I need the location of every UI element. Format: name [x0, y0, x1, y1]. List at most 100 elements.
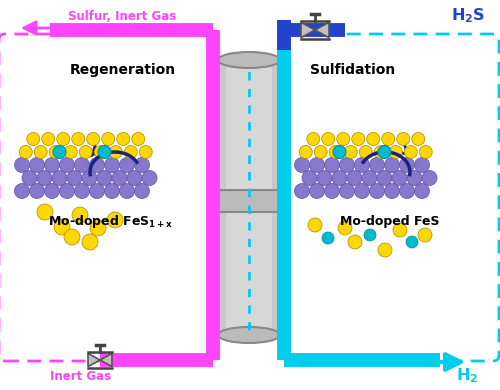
Text: Sulfur, Inert Gas: Sulfur, Inert Gas: [68, 11, 176, 23]
Circle shape: [64, 229, 80, 245]
Circle shape: [52, 170, 67, 186]
Circle shape: [14, 184, 30, 199]
Circle shape: [422, 170, 437, 186]
Circle shape: [37, 170, 52, 186]
Circle shape: [397, 133, 410, 145]
Circle shape: [94, 145, 107, 158]
Circle shape: [134, 184, 150, 199]
Circle shape: [74, 158, 90, 172]
Circle shape: [310, 158, 324, 172]
Circle shape: [60, 158, 74, 172]
Circle shape: [54, 219, 70, 235]
Text: $\mathbf{H_2}$: $\mathbf{H_2}$: [456, 367, 478, 385]
Circle shape: [104, 184, 120, 199]
Circle shape: [338, 221, 352, 235]
Circle shape: [97, 170, 112, 186]
Circle shape: [74, 184, 90, 199]
Circle shape: [384, 158, 400, 172]
Circle shape: [329, 145, 342, 158]
Circle shape: [324, 158, 340, 172]
Circle shape: [317, 170, 332, 186]
Circle shape: [406, 236, 418, 248]
Circle shape: [367, 133, 380, 145]
Circle shape: [90, 184, 104, 199]
Circle shape: [393, 223, 407, 237]
Circle shape: [324, 184, 340, 199]
Circle shape: [57, 133, 70, 145]
Circle shape: [67, 170, 82, 186]
Circle shape: [359, 145, 372, 158]
Circle shape: [44, 184, 60, 199]
Circle shape: [337, 133, 350, 145]
Circle shape: [82, 170, 97, 186]
Circle shape: [414, 158, 430, 172]
Circle shape: [307, 133, 320, 145]
Circle shape: [107, 212, 123, 228]
Circle shape: [294, 158, 310, 172]
Circle shape: [98, 145, 111, 158]
Circle shape: [322, 232, 334, 244]
Circle shape: [72, 133, 85, 145]
Circle shape: [294, 184, 310, 199]
Circle shape: [333, 145, 346, 158]
Circle shape: [104, 158, 120, 172]
Text: Sulfidation: Sulfidation: [310, 63, 395, 77]
Ellipse shape: [218, 52, 280, 68]
Circle shape: [400, 184, 414, 199]
Circle shape: [362, 170, 377, 186]
Polygon shape: [315, 22, 329, 38]
Circle shape: [109, 145, 122, 158]
Circle shape: [354, 158, 370, 172]
Text: Mo-doped FeS$_{\mathbf{1+x}}$: Mo-doped FeS$_{\mathbf{1+x}}$: [48, 213, 172, 230]
Circle shape: [364, 229, 376, 241]
Circle shape: [384, 184, 400, 199]
Circle shape: [117, 133, 130, 145]
Circle shape: [60, 184, 74, 199]
Circle shape: [132, 133, 145, 145]
Circle shape: [310, 184, 324, 199]
Circle shape: [34, 145, 47, 158]
Circle shape: [400, 158, 414, 172]
Text: Mo-doped FeS: Mo-doped FeS: [340, 216, 440, 229]
Circle shape: [37, 204, 53, 220]
Polygon shape: [100, 353, 112, 367]
Circle shape: [90, 220, 106, 236]
Circle shape: [389, 145, 402, 158]
Circle shape: [344, 145, 357, 158]
FancyBboxPatch shape: [211, 190, 287, 212]
Circle shape: [127, 170, 142, 186]
Circle shape: [374, 145, 387, 158]
Text: Inert Gas: Inert Gas: [50, 369, 111, 383]
Circle shape: [14, 158, 30, 172]
Circle shape: [347, 170, 362, 186]
Circle shape: [354, 184, 370, 199]
Circle shape: [79, 145, 92, 158]
Polygon shape: [88, 353, 100, 367]
Circle shape: [378, 145, 391, 158]
Circle shape: [112, 170, 127, 186]
Circle shape: [27, 133, 40, 145]
Bar: [226, 60, 272, 335]
Circle shape: [72, 207, 88, 223]
Circle shape: [370, 184, 384, 199]
Circle shape: [42, 133, 55, 145]
Circle shape: [124, 145, 137, 158]
Circle shape: [352, 133, 365, 145]
Circle shape: [370, 158, 384, 172]
Circle shape: [414, 184, 430, 199]
Circle shape: [322, 133, 335, 145]
Circle shape: [308, 218, 322, 232]
Ellipse shape: [218, 327, 280, 343]
Circle shape: [134, 158, 150, 172]
Circle shape: [53, 145, 66, 158]
Circle shape: [120, 158, 134, 172]
Bar: [218, 60, 280, 335]
Circle shape: [419, 145, 432, 158]
Circle shape: [332, 170, 347, 186]
Circle shape: [19, 145, 32, 158]
Circle shape: [22, 170, 37, 186]
Circle shape: [340, 184, 354, 199]
Circle shape: [299, 145, 312, 158]
Circle shape: [404, 145, 417, 158]
Circle shape: [139, 145, 152, 158]
